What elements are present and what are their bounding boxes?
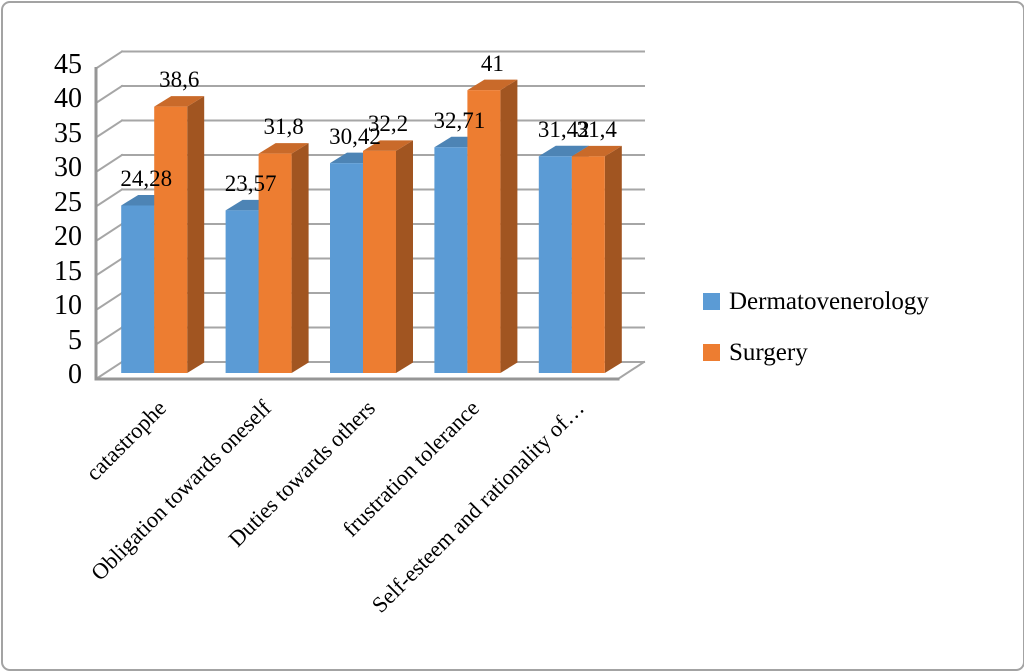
y-tick-label-0: 0	[68, 359, 82, 390]
bar-front-surgery-3	[467, 90, 501, 373]
y-tick-label-40: 40	[54, 83, 82, 114]
bar-front-dermatovenerology-2	[330, 163, 363, 373]
legend-swatch-blue-icon	[703, 293, 720, 310]
y-tick-label-35: 35	[54, 117, 82, 149]
left-wall-diagonal	[94, 257, 124, 277]
data-label-dermatovenerology-0: 24,28	[120, 165, 173, 191]
bar-side-surgery-3	[500, 79, 518, 373]
data-label-surgery-0: 38,6	[159, 67, 200, 93]
y-tick-label-15: 15	[54, 255, 82, 287]
bar-front-surgery-4	[571, 156, 605, 373]
left-wall-diagonal	[94, 291, 124, 312]
bar-side-surgery-2	[396, 140, 413, 373]
bar-top-surgery-0	[154, 96, 205, 107]
legend-item-dermatovenerology: Dermatovenerology	[703, 287, 929, 316]
floor-right-edge	[616, 360, 646, 381]
bar-front-surgery-2	[363, 150, 396, 373]
y-tick-label-30: 30	[54, 152, 82, 183]
data-label-surgery-4: 31,4	[576, 116, 617, 142]
bar-front-surgery-0	[154, 106, 188, 373]
legend-label-dermatovenerology: Dermatovenerology	[729, 288, 929, 315]
bar-front-dermatovenerology-0	[121, 205, 155, 373]
left-wall-diagonal	[94, 360, 124, 381]
data-label-dermatovenerology-3: 32,71	[433, 107, 486, 133]
bar-front-dermatovenerology-1	[225, 210, 259, 373]
legend-label-surgery: Surgery	[729, 339, 808, 366]
left-wall-diagonal	[94, 84, 124, 105]
data-label-surgery-1: 31,8	[263, 114, 304, 140]
left-wall-diagonal	[94, 153, 124, 174]
bar-front-dermatovenerology-3	[434, 147, 468, 373]
bar-side-surgery-4	[604, 145, 622, 373]
legend: Dermatovenerology Surgery	[703, 287, 929, 367]
bar-top-surgery-2	[363, 140, 413, 151]
bar-front-surgery-1	[258, 153, 292, 373]
data-label-surgery-2: 32,2	[367, 111, 409, 137]
bar-top-surgery-1	[258, 143, 309, 154]
data-label-dermatovenerology-2: 30,42	[329, 123, 381, 149]
legend-swatch-orange-icon	[703, 344, 720, 361]
left-wall-diagonal	[94, 119, 124, 139]
y-tick-label-5: 5	[68, 324, 82, 356]
y-tick-label-10: 10	[54, 290, 82, 321]
data-label-dermatovenerology-4: 31,42	[537, 116, 590, 142]
bar-side-surgery-0	[187, 96, 205, 373]
bar-top-dermatovenerology-4	[538, 145, 589, 157]
bar-top-surgery-4	[571, 145, 622, 157]
bar-top-surgery-3	[467, 79, 518, 91]
left-wall-diagonal	[94, 50, 124, 70]
data-label-dermatovenerology-1: 23,57	[224, 170, 277, 196]
left-wall-diagonal	[94, 222, 124, 243]
left-wall-diagonal	[94, 188, 124, 208]
left-wall-diagonal	[94, 326, 124, 346]
y-tick-label-25: 25	[54, 186, 82, 218]
y-tick-label-20: 20	[54, 221, 82, 252]
bar-side-surgery-1	[291, 143, 309, 373]
y-tick-label-45: 45	[54, 48, 82, 80]
data-label-surgery-3: 41	[480, 50, 504, 76]
legend-item-surgery: Surgery	[703, 338, 929, 367]
bar-front-dermatovenerology-4	[538, 156, 572, 373]
